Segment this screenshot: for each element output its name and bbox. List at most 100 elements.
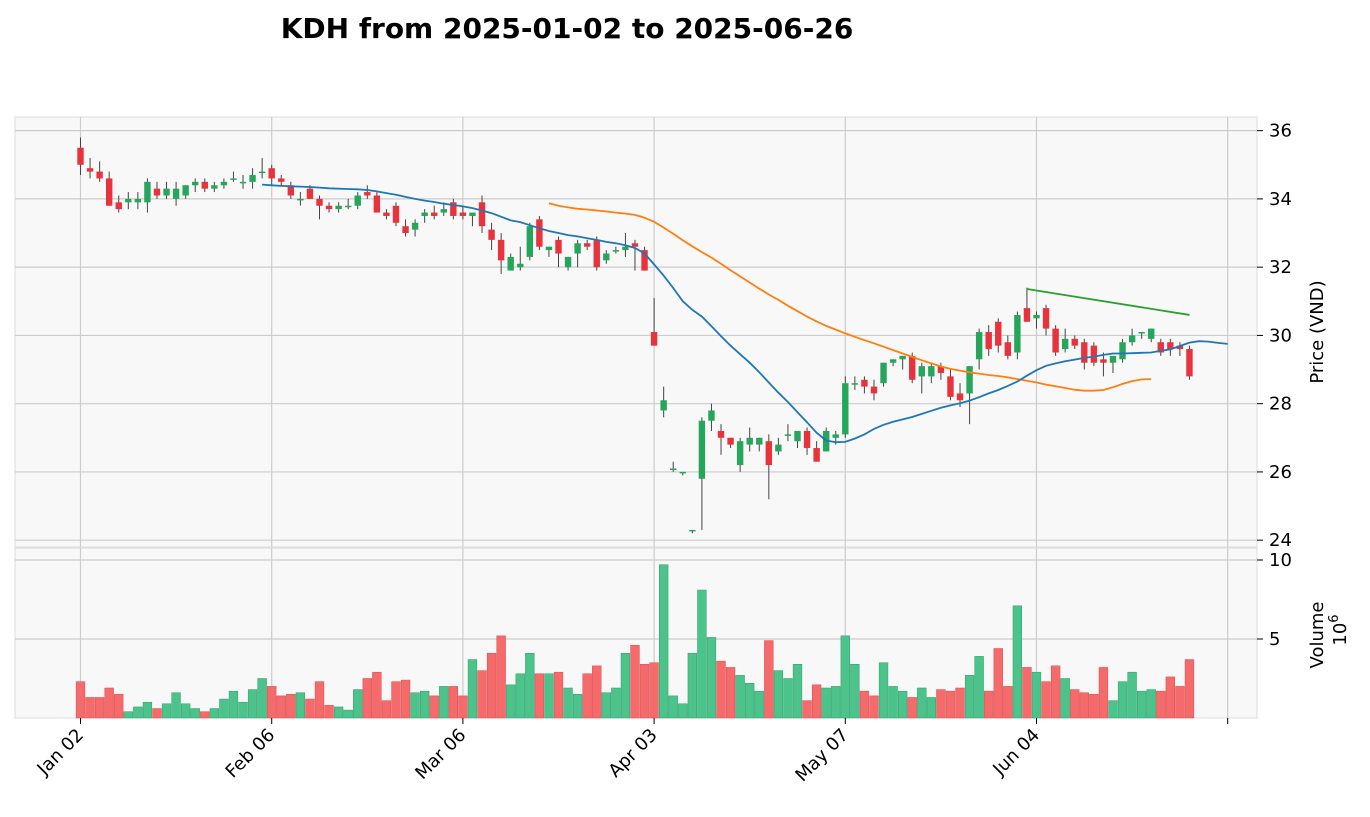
candle-body <box>239 181 247 184</box>
volume-bar <box>907 697 917 719</box>
volume-bar <box>458 695 468 719</box>
volume-bar <box>1012 605 1023 719</box>
candle-body <box>96 171 103 179</box>
volume-bar <box>496 635 506 719</box>
ma-short-line <box>262 183 1228 444</box>
candle-body <box>1157 342 1164 353</box>
volume-bar <box>945 690 956 719</box>
volume-bar <box>238 701 248 719</box>
price-tick-label: 32 <box>1269 257 1292 278</box>
candle-body <box>220 181 228 186</box>
candle-body <box>211 185 218 189</box>
price-axis-label: Price (VND) <box>1307 280 1328 383</box>
volume-bar <box>381 700 392 719</box>
candle-body <box>411 222 419 230</box>
price-tick-label: 34 <box>1269 189 1292 210</box>
price-axis: 24 26 28 30 32 34 36 <box>1257 121 1292 551</box>
volume-bar <box>802 700 812 719</box>
candle-body <box>497 239 505 261</box>
candle-body <box>679 471 686 474</box>
candle-body <box>86 168 94 172</box>
candle-body <box>517 263 524 268</box>
candle-body <box>144 181 151 203</box>
volume-bar <box>276 695 286 719</box>
volume-bar <box>917 687 927 719</box>
volume-exponent-power: 6 <box>1327 614 1342 622</box>
volume-bar <box>171 692 181 719</box>
candle-body <box>278 178 285 182</box>
date-tick-label: May 07 <box>791 725 852 786</box>
volume-bar <box>869 695 879 719</box>
volume-bar <box>1031 671 1042 719</box>
candle-body <box>975 332 983 360</box>
candle-body <box>765 441 773 466</box>
date-tick-label: Apr 03 <box>605 725 662 782</box>
volume-bar <box>467 659 478 719</box>
candle-body <box>134 198 142 203</box>
volume-bar <box>343 709 353 719</box>
volume-bar <box>764 640 774 719</box>
candle-body <box>354 195 361 206</box>
candle-body <box>536 219 543 247</box>
volume-bar <box>161 703 172 719</box>
candle-body <box>909 355 916 380</box>
volume-bar <box>563 687 573 719</box>
volume-bar <box>792 664 803 719</box>
price-tick-label: 30 <box>1269 325 1292 346</box>
volume-bar <box>639 664 650 719</box>
candle-body <box>1090 345 1098 363</box>
grid-lines <box>15 117 1257 718</box>
volume-bar <box>429 695 439 719</box>
candle-body <box>784 434 792 436</box>
candle-body <box>125 198 132 203</box>
volume-bar <box>1022 667 1032 719</box>
volume-bar <box>1089 694 1099 719</box>
candle-body <box>708 410 715 421</box>
volume-exponent-base: 10 <box>1330 623 1351 646</box>
candle-body <box>306 188 314 199</box>
volume-bar <box>267 686 277 719</box>
volume-bar <box>706 637 717 719</box>
trend-line <box>1026 288 1190 316</box>
volume-bar <box>840 635 850 719</box>
volume-bar <box>668 695 678 719</box>
candle-body <box>1119 342 1126 360</box>
candle-body <box>440 209 447 213</box>
volume-bar <box>486 652 497 719</box>
volume-bar <box>1175 686 1185 719</box>
volume-bar <box>123 711 133 719</box>
volume-bar <box>181 703 191 719</box>
candle-body <box>450 202 457 216</box>
date-tick-label: Jun 04 <box>988 725 1044 781</box>
candle-body <box>775 444 782 452</box>
candle-body <box>995 321 1002 346</box>
candle-body <box>612 250 620 252</box>
candle-body <box>344 205 352 208</box>
volume-bar <box>859 690 870 719</box>
candle-body <box>861 379 868 387</box>
volume-bar <box>1165 676 1175 719</box>
price-tick-label: 26 <box>1269 462 1292 483</box>
volume-bar <box>314 681 325 719</box>
candle-body <box>660 400 667 411</box>
volume-bar <box>247 689 258 719</box>
candle-body <box>507 256 514 271</box>
volume-bar <box>955 687 965 719</box>
volume-bar <box>878 662 889 719</box>
candle-body <box>1061 338 1069 350</box>
volume-bar <box>534 673 545 719</box>
volume-bar <box>553 671 564 719</box>
price-tick-label: 24 <box>1269 530 1292 551</box>
price-panel <box>14 116 1258 548</box>
candle-body <box>727 437 734 445</box>
candle-body <box>670 468 677 471</box>
candle-body <box>153 188 161 196</box>
candle-body <box>526 226 534 257</box>
candle-body <box>794 430 801 442</box>
candle-body <box>736 441 744 466</box>
date-tick-label: Mar 06 <box>411 725 470 784</box>
volume-bar <box>142 701 153 719</box>
candle-body <box>258 171 266 174</box>
candle-body <box>545 246 553 251</box>
volume-bar <box>362 678 372 719</box>
